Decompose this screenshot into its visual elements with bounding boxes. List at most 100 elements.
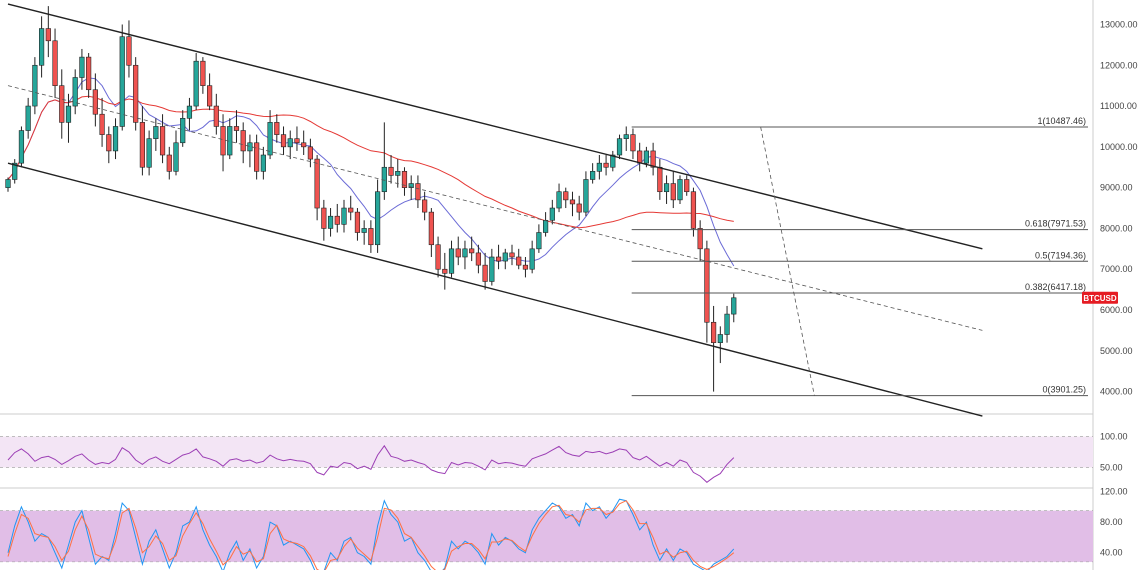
candle-body bbox=[670, 183, 676, 201]
candle-body bbox=[616, 138, 623, 156]
candle-body bbox=[637, 150, 643, 164]
stoch-k-line bbox=[7, 498, 735, 570]
candle-body bbox=[213, 105, 219, 127]
candle-body bbox=[697, 228, 703, 250]
candle-body bbox=[25, 105, 31, 131]
candle-body bbox=[475, 252, 482, 266]
fib-level-label: 0.618(7971.53) bbox=[1025, 219, 1086, 229]
candle-body bbox=[32, 64, 38, 107]
candle-body bbox=[522, 264, 529, 270]
candle-body bbox=[542, 219, 549, 233]
fib-level-label: 0.382(6417.18) bbox=[1025, 282, 1086, 292]
price-tick-label: 7000.00 bbox=[1100, 264, 1133, 274]
stoch-tick-label: 40.00 bbox=[1100, 548, 1123, 558]
fibonacci-levels: 1(10487.46) 0.618(7971.53) 0.5(7194.36) 0.3… bbox=[631, 116, 1088, 397]
rsi-band-fill bbox=[0, 436, 1093, 468]
candle-body bbox=[569, 199, 576, 205]
channel-lower-line bbox=[7, 162, 983, 417]
candle-body bbox=[146, 138, 152, 168]
price-tick-label: 9000.00 bbox=[1100, 183, 1133, 193]
candle-body bbox=[280, 134, 287, 148]
fib-level-label: 0(3901.25) bbox=[1042, 385, 1086, 395]
candle-body bbox=[422, 199, 428, 213]
channel-upper-line bbox=[7, 3, 983, 250]
candle-body bbox=[469, 248, 475, 254]
candle-body bbox=[704, 248, 710, 323]
candle-body bbox=[717, 334, 723, 343]
candle-body bbox=[207, 85, 213, 107]
candle-body bbox=[657, 166, 663, 193]
candle-body bbox=[233, 126, 240, 131]
candle-body bbox=[630, 134, 636, 152]
candle-body bbox=[18, 130, 25, 164]
candle-body bbox=[435, 244, 441, 270]
candle-body bbox=[374, 191, 381, 246]
price-tick-label: 12000.00 bbox=[1100, 60, 1138, 70]
candle-body bbox=[415, 183, 421, 201]
fib-level-label: 1(10487.46) bbox=[1037, 116, 1086, 126]
candle-body bbox=[186, 105, 193, 119]
candle-body bbox=[549, 207, 555, 221]
candle-body bbox=[731, 297, 737, 315]
price-axis[interactable]: 13000.00 12000.00 11000.00 10000.00 9000.00 8… bbox=[1100, 19, 1138, 396]
candle-body bbox=[126, 36, 132, 66]
candle-body bbox=[502, 252, 508, 262]
candle-body bbox=[556, 191, 562, 209]
ma-fast-line bbox=[7, 77, 735, 267]
rsi-tick-label: 100.00 bbox=[1100, 432, 1128, 442]
candle-body bbox=[401, 171, 408, 188]
candle-body bbox=[395, 171, 401, 176]
candle-body bbox=[354, 211, 361, 233]
candle-body bbox=[92, 89, 98, 115]
candle-body bbox=[38, 28, 45, 66]
candle-body bbox=[193, 60, 199, 107]
candle-body bbox=[220, 126, 226, 156]
candle-body bbox=[677, 179, 683, 201]
stoch-tick-label: 120.00 bbox=[1100, 487, 1128, 497]
candle-body bbox=[267, 122, 273, 156]
candle-body bbox=[610, 154, 616, 168]
candle-body bbox=[52, 40, 58, 86]
candle-body bbox=[294, 138, 300, 144]
candle-body bbox=[314, 158, 320, 209]
candle-body bbox=[139, 122, 146, 168]
candle-body bbox=[724, 313, 730, 335]
candle-body bbox=[583, 179, 589, 213]
candlestick-series bbox=[5, 6, 737, 392]
candle-body bbox=[180, 117, 186, 144]
candle-body bbox=[590, 171, 596, 180]
trend-lines bbox=[7, 3, 983, 417]
price-tick-label: 4000.00 bbox=[1100, 387, 1133, 397]
candle-body bbox=[327, 215, 334, 229]
candle-body bbox=[287, 138, 293, 148]
price-tick-label: 8000.00 bbox=[1100, 223, 1133, 233]
candle-body bbox=[166, 154, 172, 172]
candle-body bbox=[623, 134, 629, 139]
moving-averages bbox=[7, 77, 735, 267]
candle-body bbox=[59, 85, 65, 123]
candle-body bbox=[643, 150, 649, 164]
candle-body bbox=[12, 162, 18, 180]
fib-level-label: 0.5(7194.36) bbox=[1035, 250, 1086, 260]
candle-body bbox=[455, 248, 461, 258]
candle-body bbox=[341, 207, 347, 225]
stoch-axis: 120.00 80.00 40.00 bbox=[1100, 487, 1128, 558]
candle-body bbox=[489, 256, 495, 282]
candle-body bbox=[348, 207, 354, 213]
candle-body bbox=[240, 130, 246, 152]
candle-body bbox=[173, 142, 179, 172]
candle-body bbox=[133, 64, 139, 123]
candle-body bbox=[516, 256, 522, 266]
candle-body bbox=[596, 162, 602, 172]
candle-body bbox=[536, 232, 542, 250]
symbol-tag[interactable]: BTCUSD bbox=[1082, 291, 1118, 304]
price-tick-label: 11000.00 bbox=[1100, 101, 1137, 111]
candle-body bbox=[321, 207, 327, 229]
candle-body bbox=[368, 228, 374, 246]
candle-body bbox=[563, 191, 569, 201]
candle-body bbox=[72, 77, 78, 107]
candle-body bbox=[106, 134, 112, 152]
rsi-line bbox=[7, 444, 735, 483]
candle-body bbox=[529, 248, 535, 270]
